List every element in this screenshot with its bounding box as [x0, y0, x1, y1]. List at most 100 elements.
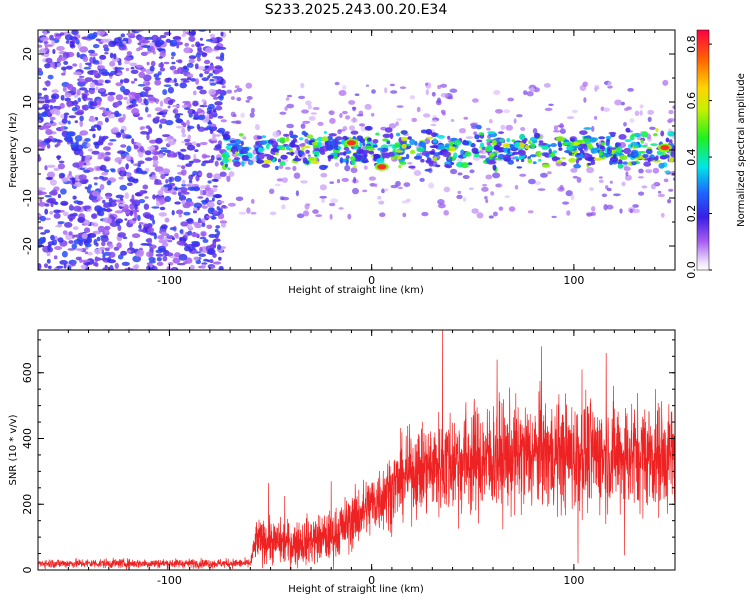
heatmap-cell: [471, 147, 479, 154]
heatmap-cell: [373, 154, 381, 159]
heatmap-cell: [125, 154, 131, 161]
heatmap-cell: [143, 98, 147, 104]
heatmap-cell: [196, 57, 201, 62]
heatmap-cell: [199, 89, 207, 95]
heatmap-cell: [149, 262, 153, 268]
heatmap-cell: [141, 40, 150, 44]
heatmap-cell: [292, 165, 297, 171]
heatmap-cell: [148, 267, 154, 270]
heatmap-cell: [63, 263, 67, 269]
heatmap-cell: [75, 38, 80, 45]
heatmap-cell: [485, 158, 490, 163]
heatmap-cell: [156, 261, 164, 266]
x-tick-label: -100: [157, 274, 182, 287]
heatmap-cell: [541, 145, 549, 150]
heatmap-cell: [129, 92, 137, 96]
heatmap-cell: [159, 206, 166, 211]
heatmap-peak: [660, 145, 670, 151]
heatmap-cell: [214, 45, 221, 50]
heatmap-cell: [623, 107, 629, 112]
heatmap-cell: [159, 123, 163, 129]
heatmap-cell: [514, 184, 519, 190]
heatmap-cell: [528, 140, 532, 145]
heatmap-cell: [534, 181, 542, 186]
heatmap-cell: [83, 169, 91, 173]
heatmap-cell: [133, 112, 140, 116]
heatmap-cell: [377, 147, 383, 151]
heatmap-cell: [89, 52, 98, 57]
heatmap-cell: [191, 232, 199, 238]
heatmap-cell: [62, 211, 69, 217]
heatmap-cell: [462, 197, 467, 202]
heatmap-cell: [520, 127, 526, 131]
heatmap-cell: [207, 75, 211, 79]
heatmap-cell: [333, 155, 338, 160]
heatmap-cell: [629, 208, 633, 214]
heatmap-cell: [508, 206, 516, 212]
heatmap-cell: [147, 96, 156, 102]
heatmap-cell: [558, 147, 563, 151]
colorbar-gradient: [696, 29, 710, 271]
heatmap-cell: [95, 242, 99, 247]
heatmap-cell: [172, 267, 177, 270]
heatmap-cell: [188, 174, 194, 181]
heatmap-cell: [176, 209, 184, 215]
heatmap-cell: [201, 77, 209, 82]
heatmap-cell: [664, 154, 670, 159]
heatmap-cell: [47, 111, 51, 116]
heatmap-cell: [88, 87, 96, 91]
heatmap-cell: [657, 190, 662, 194]
heatmap-cell: [421, 211, 429, 217]
heatmap-cell: [588, 137, 597, 143]
heatmap-cell: [191, 250, 197, 253]
heatmap-cell: [290, 151, 294, 156]
heatmap-cell: [119, 184, 128, 191]
heatmap-cell: [94, 82, 104, 86]
heatmap-cell: [51, 239, 58, 246]
heatmap-cell: [450, 168, 458, 175]
heatmap-cell: [115, 210, 121, 214]
heatmap-cell: [162, 114, 166, 118]
heatmap-cell: [176, 164, 182, 168]
heatmap-cell: [45, 129, 53, 135]
heatmap-cell: [176, 240, 184, 245]
heatmap-cell: [120, 250, 127, 256]
heatmap-cell: [108, 243, 114, 249]
heatmap-cell: [409, 138, 416, 146]
heatmap-cell: [115, 94, 124, 101]
heatmap-cell: [172, 192, 177, 195]
heatmap-cell: [238, 133, 244, 137]
heatmap-cell: [43, 41, 49, 44]
heatmap-cell: [603, 204, 608, 211]
heatmap-cell: [221, 157, 229, 164]
heatmap-cell: [63, 222, 73, 228]
heatmap-cell: [114, 199, 123, 203]
heatmap-cell: [207, 103, 215, 110]
heatmap-cell: [151, 150, 159, 156]
heatmap-cell: [72, 195, 77, 200]
heatmap-cell: [120, 33, 126, 38]
heatmap-cell: [201, 52, 207, 58]
heatmap-cell: [615, 142, 619, 148]
heatmap-cell: [105, 195, 111, 199]
heatmap-cell: [209, 259, 214, 264]
heatmap-cell: [192, 90, 197, 96]
heatmap-cell: [144, 167, 150, 173]
heatmap-cell: [94, 182, 98, 186]
heatmap-cell: [186, 144, 196, 151]
heatmap-cell: [208, 112, 214, 120]
heatmap-cell: [214, 144, 222, 150]
heatmap-cell: [149, 174, 153, 177]
heatmap-cell: [126, 32, 136, 36]
heatmap-cell: [145, 106, 149, 113]
heatmap-cell: [224, 131, 230, 135]
heatmap-cell: [68, 231, 73, 236]
heatmap-cell: [143, 203, 150, 210]
heatmap-cell: [57, 193, 62, 199]
snr-x-label: Height of straight line (km): [288, 584, 424, 595]
heatmap-cell: [157, 245, 166, 251]
heatmap-cell: [457, 158, 464, 163]
heatmap-cell: [95, 86, 99, 91]
heatmap-cell: [200, 162, 206, 167]
